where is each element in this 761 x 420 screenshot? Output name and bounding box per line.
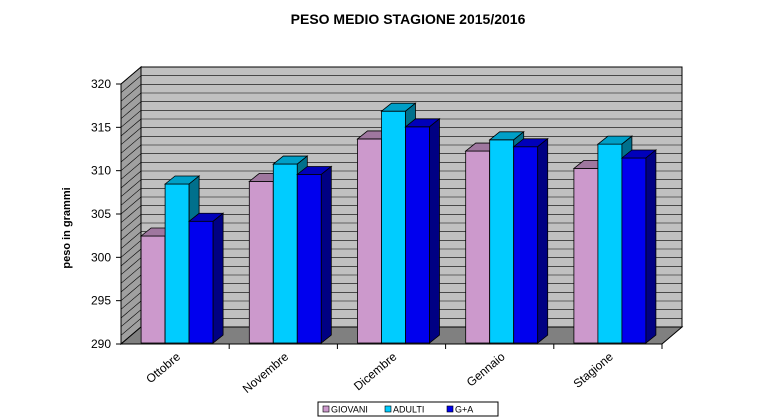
x-tick-label: Novembre bbox=[240, 349, 292, 396]
bar-front bbox=[513, 146, 539, 344]
gridline-side bbox=[120, 179, 142, 197]
gridline-side bbox=[120, 84, 142, 102]
legend-box bbox=[317, 401, 499, 417]
legend: GIOVANI ADULTI G+A bbox=[317, 401, 499, 417]
gridline-side bbox=[120, 283, 142, 301]
bar-side bbox=[212, 212, 224, 344]
x-tick-label: Stagione bbox=[571, 349, 617, 390]
bar-front bbox=[164, 183, 190, 344]
gridline-side bbox=[120, 274, 142, 293]
bar-front bbox=[248, 180, 274, 344]
bar-side bbox=[320, 165, 332, 344]
gridline-side bbox=[120, 92, 142, 111]
gridline-side bbox=[120, 196, 142, 215]
gridline-side bbox=[120, 318, 142, 336]
y-tick-label: 315 bbox=[91, 120, 111, 134]
gridline-side bbox=[120, 136, 142, 154]
legend-swatch bbox=[446, 405, 454, 413]
y-tick-label: 320 bbox=[91, 77, 111, 91]
bar bbox=[296, 165, 333, 344]
gridline-side bbox=[120, 153, 142, 171]
gridline-side bbox=[120, 257, 142, 275]
bar-front bbox=[597, 143, 623, 344]
gridline-side bbox=[120, 240, 142, 258]
bar bbox=[512, 137, 549, 344]
bar bbox=[620, 149, 658, 344]
legend-swatch bbox=[322, 405, 330, 413]
bar bbox=[187, 212, 225, 344]
gridline-side bbox=[120, 300, 142, 319]
gridline-side bbox=[120, 205, 142, 223]
gridline-side bbox=[120, 231, 142, 249]
bar-front bbox=[296, 174, 322, 344]
bar-front bbox=[272, 163, 298, 344]
gridline-side bbox=[120, 222, 142, 241]
gridline-side bbox=[120, 266, 142, 284]
y-tick-label: 310 bbox=[91, 164, 111, 178]
y-tick-label: 305 bbox=[91, 207, 111, 221]
bar-front bbox=[381, 110, 406, 344]
gridline-side bbox=[120, 248, 142, 267]
gridline-side bbox=[120, 292, 142, 310]
y-tick-label: 295 bbox=[91, 294, 111, 308]
bar-front bbox=[140, 235, 166, 344]
gridline-side bbox=[120, 110, 142, 128]
gridline-side bbox=[120, 170, 142, 189]
gridline-side bbox=[120, 75, 142, 93]
gridline-side bbox=[120, 144, 142, 163]
y-tick-label: 290 bbox=[91, 337, 111, 351]
y-axis-label: peso in grammi bbox=[61, 187, 73, 268]
bar-side bbox=[429, 117, 440, 344]
bar-front bbox=[573, 167, 599, 344]
bar-front bbox=[188, 220, 214, 344]
legend-swatch bbox=[384, 405, 392, 413]
bar-side bbox=[645, 149, 657, 344]
plot-area: 290 295 300 305 310 315 320 Ottobre Novembre Dice… bbox=[91, 65, 684, 396]
legend-label: GIOVANI bbox=[331, 405, 368, 415]
chart-title: PESO MEDIO STAGIONE 2015/2016 bbox=[291, 11, 526, 27]
gridline-side bbox=[120, 162, 142, 180]
gridline-side bbox=[120, 118, 142, 137]
gridline-side bbox=[120, 127, 142, 145]
gridline-side bbox=[120, 214, 142, 232]
bar-front bbox=[489, 139, 515, 344]
gridline-side bbox=[120, 101, 142, 119]
gridline-side bbox=[120, 66, 142, 85]
legend-label: G+A bbox=[455, 405, 473, 415]
bar-front bbox=[621, 157, 647, 344]
y-tick-label: 300 bbox=[91, 250, 111, 264]
bar-side bbox=[537, 137, 549, 344]
bar-front bbox=[405, 126, 430, 344]
x-tick-label: Dicembre bbox=[351, 349, 400, 393]
gridline-side bbox=[120, 309, 142, 327]
bar bbox=[404, 117, 441, 344]
x-tick-label: Gennaio bbox=[464, 349, 508, 389]
gridline-side bbox=[120, 188, 142, 206]
legend-label: ADULTI bbox=[393, 405, 424, 415]
x-tick-label: Ottobre bbox=[143, 349, 183, 386]
bar-front bbox=[465, 150, 491, 344]
bar-front bbox=[357, 138, 382, 344]
